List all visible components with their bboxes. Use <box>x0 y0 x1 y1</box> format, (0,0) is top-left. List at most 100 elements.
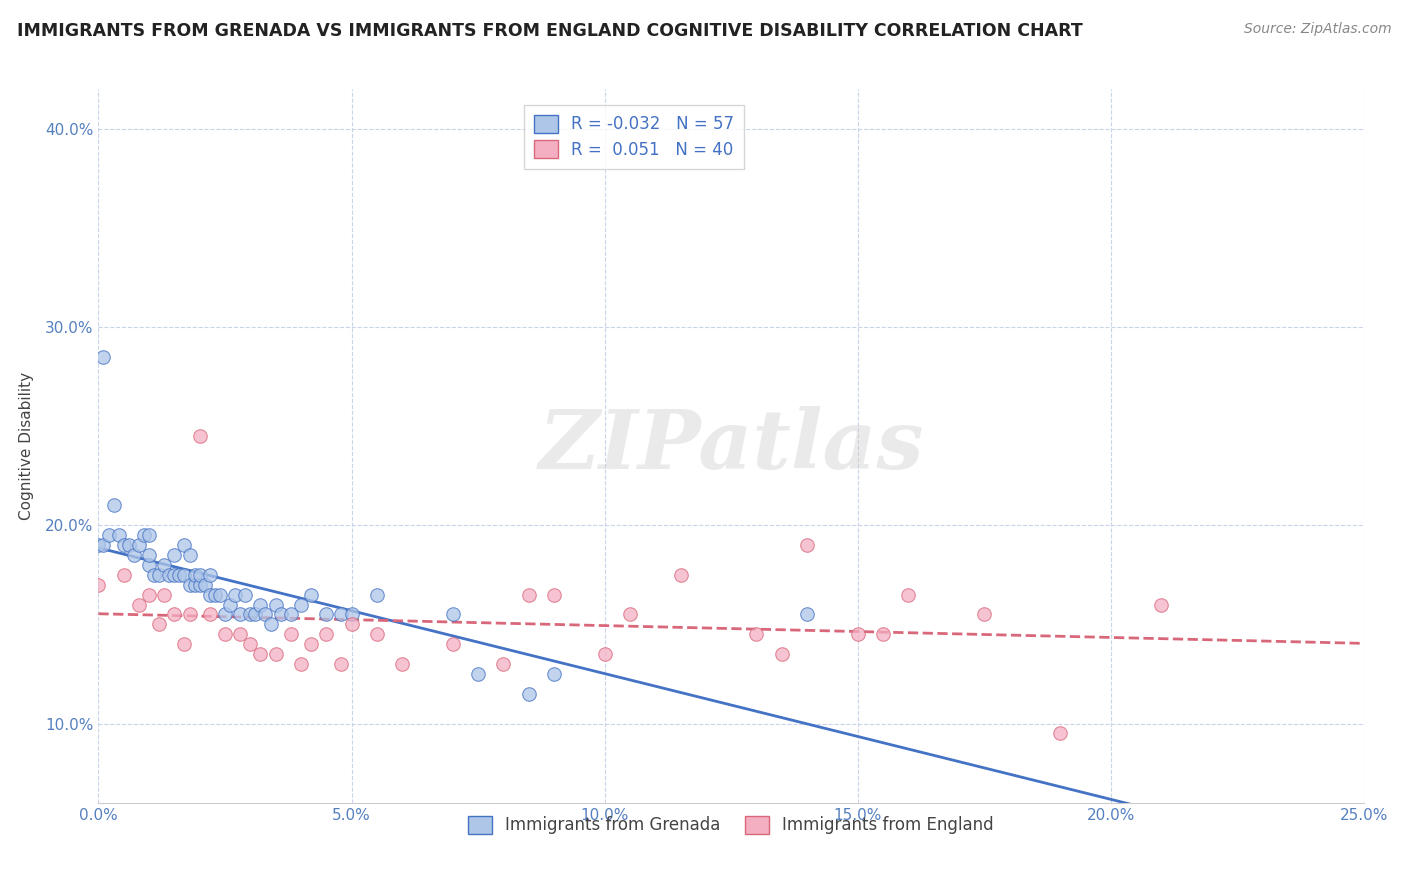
Point <box>188 429 211 443</box>
Point <box>214 607 236 622</box>
Point <box>254 607 277 622</box>
Point <box>179 607 201 622</box>
Text: ZIPatlas: ZIPatlas <box>538 406 924 486</box>
Point <box>340 607 363 622</box>
Point <box>118 538 141 552</box>
Point <box>391 657 413 671</box>
Point <box>897 588 920 602</box>
Point <box>467 667 489 681</box>
Text: Source: ZipAtlas.com: Source: ZipAtlas.com <box>1244 22 1392 37</box>
Y-axis label: Cognitive Disability: Cognitive Disability <box>18 372 34 520</box>
Point <box>846 627 869 641</box>
Point <box>593 647 616 661</box>
Point <box>214 627 236 641</box>
Text: IMMIGRANTS FROM GRENADA VS IMMIGRANTS FROM ENGLAND COGNITIVE DISABILITY CORRELAT: IMMIGRANTS FROM GRENADA VS IMMIGRANTS FR… <box>17 22 1083 40</box>
Point <box>299 637 322 651</box>
Point <box>112 538 135 552</box>
Point <box>224 588 246 602</box>
Point <box>330 607 353 622</box>
Point <box>745 627 768 641</box>
Point <box>492 657 515 671</box>
Point <box>148 567 170 582</box>
Point <box>290 598 312 612</box>
Point <box>299 588 322 602</box>
Point <box>315 627 337 641</box>
Point <box>93 350 115 364</box>
Point <box>264 647 287 661</box>
Point <box>198 567 221 582</box>
Point <box>290 657 312 671</box>
Point <box>517 687 540 701</box>
Point <box>138 588 160 602</box>
Point <box>112 567 135 582</box>
Point <box>270 607 292 622</box>
Point <box>543 667 565 681</box>
Point <box>148 617 170 632</box>
Point <box>229 607 252 622</box>
Point <box>249 647 271 661</box>
Point <box>138 558 160 572</box>
Point <box>233 588 256 602</box>
Point <box>770 647 793 661</box>
Point <box>194 578 217 592</box>
Point <box>204 588 226 602</box>
Point <box>229 627 252 641</box>
Point <box>188 578 211 592</box>
Point <box>122 548 145 562</box>
Point <box>239 637 262 651</box>
Point <box>163 607 186 622</box>
Point <box>669 567 692 582</box>
Point <box>157 567 180 582</box>
Point <box>198 588 221 602</box>
Point <box>173 567 195 582</box>
Point <box>87 578 110 592</box>
Point <box>219 598 242 612</box>
Point <box>441 607 464 622</box>
Point <box>163 548 186 562</box>
Point <box>97 528 120 542</box>
Point <box>366 588 388 602</box>
Point <box>138 548 160 562</box>
Point <box>249 598 271 612</box>
Point <box>366 627 388 641</box>
Point <box>796 538 818 552</box>
Point <box>93 538 115 552</box>
Point <box>245 607 267 622</box>
Point <box>163 567 186 582</box>
Point <box>153 588 176 602</box>
Point <box>315 607 337 622</box>
Point <box>183 578 205 592</box>
Point <box>259 617 281 632</box>
Point <box>973 607 995 622</box>
Point <box>330 657 353 671</box>
Point <box>280 627 302 641</box>
Point <box>198 607 221 622</box>
Legend: Immigrants from Grenada, Immigrants from England: Immigrants from Grenada, Immigrants from… <box>461 809 1001 841</box>
Point <box>173 637 195 651</box>
Point <box>208 588 231 602</box>
Point <box>107 528 129 542</box>
Point <box>1049 726 1071 740</box>
Point <box>441 637 464 651</box>
Point <box>517 588 540 602</box>
Point <box>87 538 110 552</box>
Point <box>183 567 205 582</box>
Point <box>872 627 894 641</box>
Point <box>1150 598 1173 612</box>
Point <box>173 538 195 552</box>
Point <box>103 499 125 513</box>
Point <box>280 607 302 622</box>
Point <box>619 607 641 622</box>
Point <box>239 607 262 622</box>
Point <box>340 617 363 632</box>
Point <box>169 567 191 582</box>
Point <box>179 578 201 592</box>
Point <box>153 558 176 572</box>
Point <box>138 528 160 542</box>
Point <box>132 528 155 542</box>
Point <box>264 598 287 612</box>
Point <box>143 567 166 582</box>
Point <box>543 588 565 602</box>
Point <box>179 548 201 562</box>
Point <box>796 607 818 622</box>
